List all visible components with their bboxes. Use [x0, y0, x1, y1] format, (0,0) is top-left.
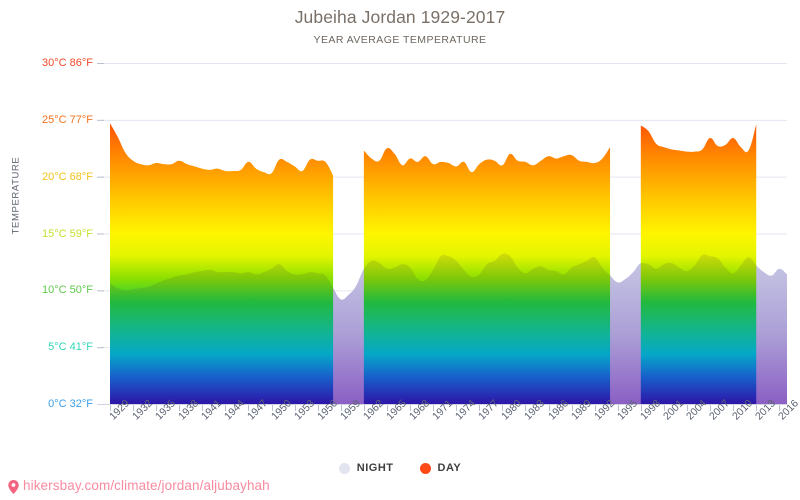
legend-item-night[interactable]: NIGHT	[338, 462, 394, 474]
night-overlay	[363, 253, 611, 404]
y-axis-tick-label: 15°C 59°F	[42, 227, 93, 240]
y-axis-tick-label: 30°C 86°F	[42, 57, 93, 69]
night-overlay	[110, 264, 334, 404]
page-title: Jubeiha Jordan 1929-2017	[294, 7, 506, 27]
chart-subtitle: YEAR AVERAGE TEMPERATURE	[313, 34, 487, 46]
source-link[interactable]: hikersbay.com/climate/jordan/aljubayhah	[8, 478, 270, 494]
y-axis-tick-label: 20°C 68°F	[42, 170, 93, 183]
night-swatch-icon	[338, 462, 350, 474]
y-axis-tick-label: 0°C 32°F	[48, 398, 93, 410]
y-axis-tick-label: 5°C 41°F	[48, 341, 93, 354]
legend-item-day[interactable]: DAY	[419, 462, 462, 474]
legend-label-day: DAY	[437, 462, 462, 474]
y-axis-tick-label: 10°C 50°F	[42, 284, 93, 297]
source-url-text: hikersbay.com/climate/jordan/aljubayhah	[23, 478, 270, 493]
y-axis-tick-labels: 30°C 86°F 25°C 77°F 20°C 68°F 15°C 59°F 10°C…	[0, 0, 93, 500]
legend-label-night: NIGHT	[356, 462, 394, 474]
y-axis-tick-label: 25°C 77°F	[42, 113, 93, 126]
map-pin-icon	[8, 479, 19, 494]
chart-legend: NIGHT DAY	[0, 462, 800, 474]
day-swatch-icon	[419, 462, 431, 474]
night-overlay	[640, 254, 757, 404]
